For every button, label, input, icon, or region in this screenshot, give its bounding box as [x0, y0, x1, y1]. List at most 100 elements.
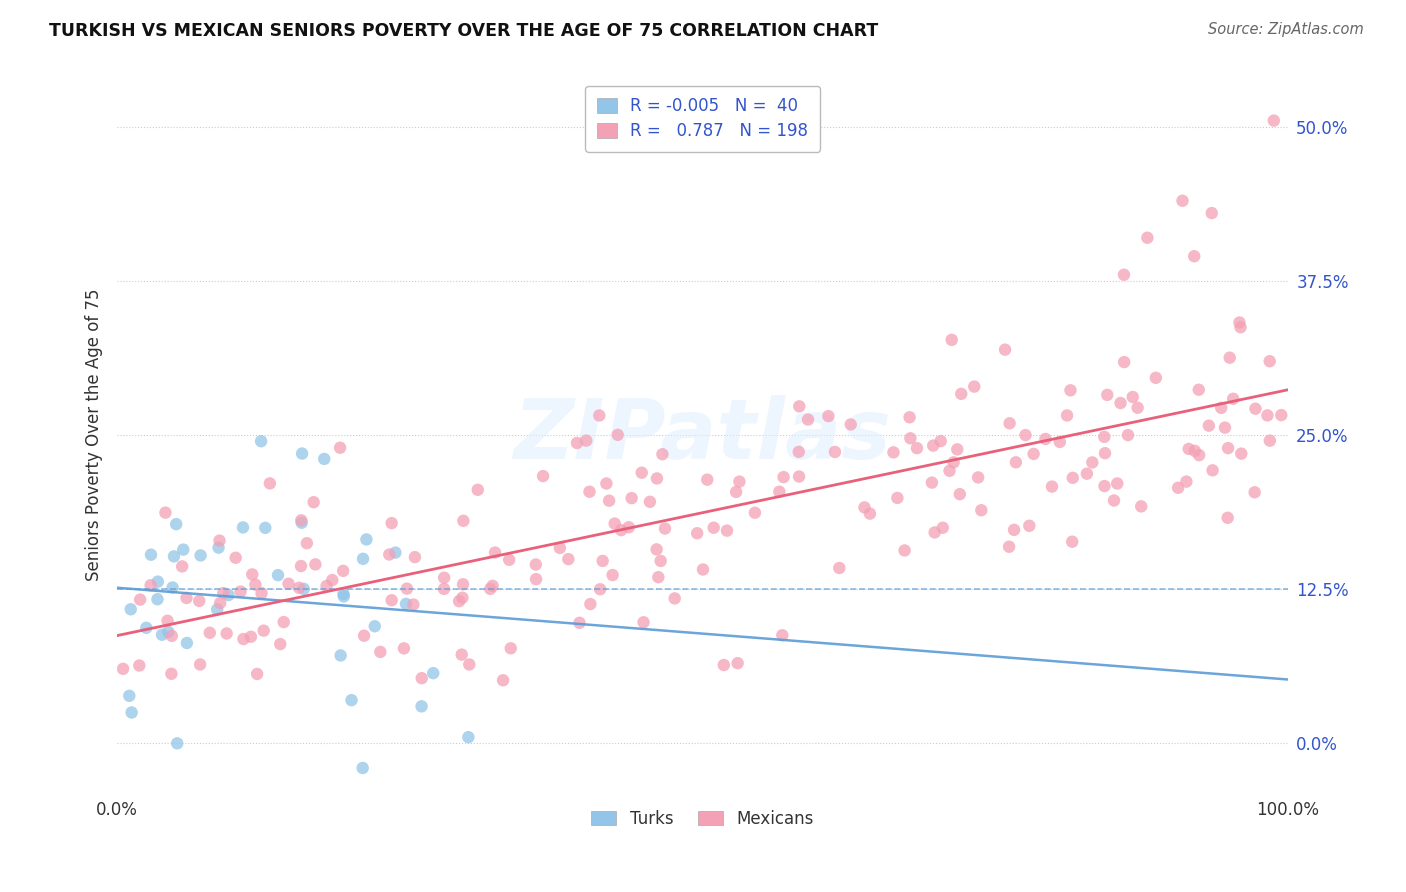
Point [924, 525, 946, 540]
Point [267, 568, 290, 582]
Point [787, 445, 810, 459]
Point [291, 516, 314, 530]
Point [467, 483, 489, 497]
Point [938, 464, 960, 478]
Point [575, 434, 598, 448]
Point [1112, 268, 1135, 282]
Point [1182, 249, 1205, 263]
Point [246, 667, 269, 681]
Text: TURKISH VS MEXICAN SENIORS POVERTY OVER THE AGE OF 75 CORRELATION CHART: TURKISH VS MEXICAN SENIORS POVERTY OVER … [49, 22, 879, 40]
Point [1076, 467, 1098, 481]
Point [392, 641, 415, 656]
Point [402, 598, 425, 612]
Point [1175, 475, 1198, 489]
Point [120, 602, 142, 616]
Point [994, 343, 1017, 357]
Point [713, 658, 735, 673]
Point [364, 619, 387, 633]
Point [579, 597, 602, 611]
Point [212, 586, 235, 600]
Point [277, 576, 299, 591]
Point [1258, 354, 1281, 368]
Point [929, 434, 952, 449]
Point [481, 579, 503, 593]
Point [190, 549, 212, 563]
Point [1059, 384, 1081, 398]
Point [998, 417, 1021, 431]
Point [188, 594, 211, 608]
Point [941, 333, 963, 347]
Point [1092, 430, 1115, 444]
Point [998, 540, 1021, 554]
Point [269, 637, 291, 651]
Point [893, 543, 915, 558]
Point [157, 624, 180, 639]
Point [172, 559, 194, 574]
Point [703, 521, 725, 535]
Point [565, 436, 588, 450]
Point [155, 506, 177, 520]
Point [450, 648, 472, 662]
Point [1005, 455, 1028, 469]
Point [744, 506, 766, 520]
Point [207, 541, 229, 555]
Point [290, 513, 312, 527]
Point [645, 542, 668, 557]
Point [1222, 392, 1244, 406]
Point [905, 441, 928, 455]
Point [232, 632, 254, 646]
Point [295, 536, 318, 550]
Point [232, 520, 254, 534]
Point [768, 484, 790, 499]
Point [321, 573, 343, 587]
Point [949, 487, 972, 501]
Point [209, 596, 232, 610]
Point [370, 645, 392, 659]
Point [239, 630, 262, 644]
Point [253, 624, 276, 638]
Point [225, 550, 247, 565]
Point [160, 666, 183, 681]
Point [817, 409, 839, 423]
Point [451, 577, 474, 591]
Point [449, 594, 471, 608]
Point [548, 541, 571, 555]
Point [1109, 396, 1132, 410]
Point [950, 387, 973, 401]
Point [250, 434, 273, 449]
Point [340, 693, 363, 707]
Point [932, 521, 955, 535]
Point [422, 666, 444, 681]
Point [946, 442, 969, 457]
Point [1216, 441, 1239, 455]
Point [900, 431, 922, 445]
Point [970, 503, 993, 517]
Point [828, 561, 851, 575]
Point [1018, 518, 1040, 533]
Point [381, 593, 404, 607]
Point [290, 559, 312, 574]
Point [215, 626, 238, 640]
Point [859, 507, 882, 521]
Point [457, 730, 479, 744]
Point [1188, 383, 1211, 397]
Point [458, 657, 481, 672]
Point [166, 736, 188, 750]
Point [118, 689, 141, 703]
Point [603, 516, 626, 531]
Point [1097, 388, 1119, 402]
Point [620, 491, 643, 505]
Point [1211, 401, 1233, 415]
Point [664, 591, 686, 606]
Point [1229, 320, 1251, 334]
Point [1107, 476, 1129, 491]
Point [942, 455, 965, 469]
Point [314, 451, 336, 466]
Point [411, 671, 433, 685]
Point [1258, 434, 1281, 448]
Point [647, 570, 669, 584]
Point [1171, 194, 1194, 208]
Point [598, 493, 620, 508]
Point [770, 628, 793, 642]
Point [595, 476, 617, 491]
